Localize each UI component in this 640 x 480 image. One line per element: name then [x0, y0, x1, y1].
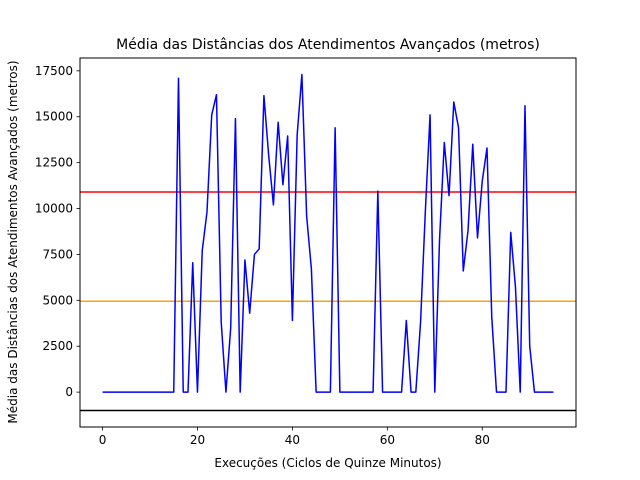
plot-frame	[80, 58, 576, 427]
x-tick-label: 0	[99, 433, 107, 447]
x-axis-ticks: 0 20 40 60 80	[99, 427, 490, 447]
y-tick-label: 12500	[35, 156, 73, 170]
plot-area	[80, 58, 576, 427]
x-tick-label: 20	[190, 433, 205, 447]
y-tick-label: 7500	[42, 247, 73, 261]
y-tick-label: 5000	[42, 293, 73, 307]
chart-title: Média das Distâncias dos Atendimentos Av…	[116, 37, 540, 53]
x-tick-label: 40	[285, 433, 300, 447]
y-axis-ticks: 0 2500 5000 7500 10000 12500 15000 17500	[35, 64, 80, 399]
x-tick-label: 80	[475, 433, 490, 447]
y-tick-label: 0	[65, 385, 73, 399]
x-tick-label: 60	[380, 433, 395, 447]
y-axis-label: Média das Distâncias dos Atendimentos Av…	[6, 60, 20, 423]
y-tick-label: 2500	[42, 339, 73, 353]
x-axis-label: Execuções (Ciclos de Quinze Minutos)	[214, 456, 441, 470]
y-tick-label: 10000	[35, 202, 73, 216]
y-tick-label: 17500	[35, 64, 73, 78]
y-tick-label: 15000	[35, 110, 73, 124]
